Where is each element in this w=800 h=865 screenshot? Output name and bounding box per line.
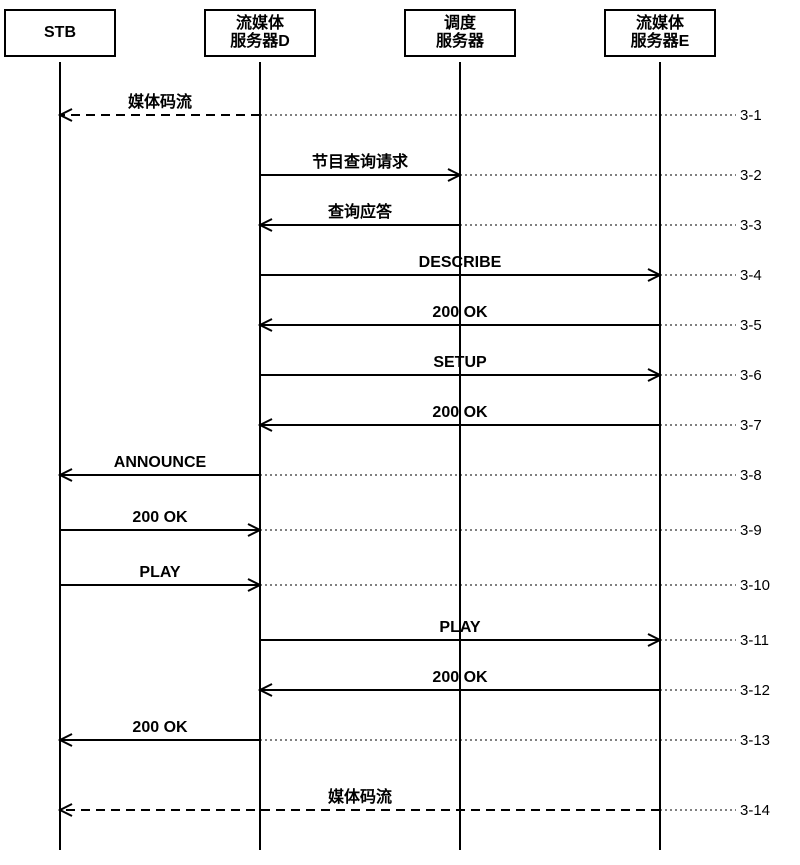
sequence-diagram: STB流媒体服务器D调度服务器流媒体服务器E媒体码流3-1节目查询请求3-2查询… [0, 0, 800, 865]
actor-label: 服务器E [631, 31, 690, 50]
message-3-2: 节目查询请求 3-2 [260, 152, 762, 184]
step-label: 3-11 [740, 632, 769, 649]
message-label: DESCRIBE [419, 254, 502, 271]
actor-label: 服务器D [230, 31, 290, 50]
step-label: 3-5 [740, 317, 762, 334]
step-label: 3-3 [740, 217, 762, 234]
message-label: PLAY [139, 564, 181, 581]
step-label: 3-1 [740, 107, 762, 124]
actor-stb: STB [5, 10, 115, 56]
message-3-3: 查询应答 3-3 [260, 202, 762, 234]
message-label: 200 OK [432, 304, 488, 321]
actor-label: STB [44, 24, 76, 41]
step-label: 3-2 [740, 167, 762, 184]
message-label: 查询应答 [328, 202, 393, 221]
message-3-14: 媒体码流 3-14 [60, 787, 770, 819]
message-label: 节目查询请求 [312, 152, 409, 171]
message-3-4: DESCRIBE 3-4 [260, 254, 762, 284]
actor-srvD: 流媒体服务器D [205, 10, 315, 56]
actor-label: 流媒体 [636, 13, 685, 32]
message-label: 媒体码流 [128, 92, 192, 111]
actor-label: 服务器 [436, 31, 485, 50]
message-label: 媒体码流 [328, 787, 392, 806]
message-3-5: 200 OK 3-5 [260, 304, 762, 334]
message-3-8: ANNOUNCE 3-8 [60, 454, 762, 484]
step-label: 3-12 [740, 682, 770, 699]
message-label: SETUP [433, 354, 487, 371]
message-label: ANNOUNCE [114, 454, 207, 471]
actor-label: 调度 [444, 13, 477, 32]
step-label: 3-4 [740, 267, 762, 284]
message-label: PLAY [439, 619, 481, 636]
message-3-11: PLAY 3-11 [260, 619, 769, 649]
step-label: 3-6 [740, 367, 762, 384]
message-label: 200 OK [432, 404, 488, 421]
message-label: 200 OK [132, 509, 188, 526]
actor-srvE: 流媒体服务器E [605, 10, 715, 56]
message-label: 200 OK [432, 669, 488, 686]
step-label: 3-13 [740, 732, 770, 749]
message-3-9: 200 OK 3-9 [60, 509, 762, 539]
message-3-7: 200 OK 3-7 [260, 404, 762, 434]
step-label: 3-10 [740, 577, 770, 594]
step-label: 3-14 [740, 802, 770, 819]
message-3-6: SETUP 3-6 [260, 354, 762, 384]
message-3-12: 200 OK 3-12 [260, 669, 770, 699]
actor-sched: 调度服务器 [405, 10, 515, 56]
message-3-10: PLAY 3-10 [60, 564, 770, 594]
actor-label: 流媒体 [236, 13, 285, 32]
step-label: 3-9 [740, 522, 762, 539]
message-3-1: 媒体码流 3-1 [60, 92, 762, 124]
message-label: 200 OK [132, 719, 188, 736]
message-3-13: 200 OK 3-13 [60, 719, 770, 749]
step-label: 3-8 [740, 467, 762, 484]
step-label: 3-7 [740, 417, 762, 434]
